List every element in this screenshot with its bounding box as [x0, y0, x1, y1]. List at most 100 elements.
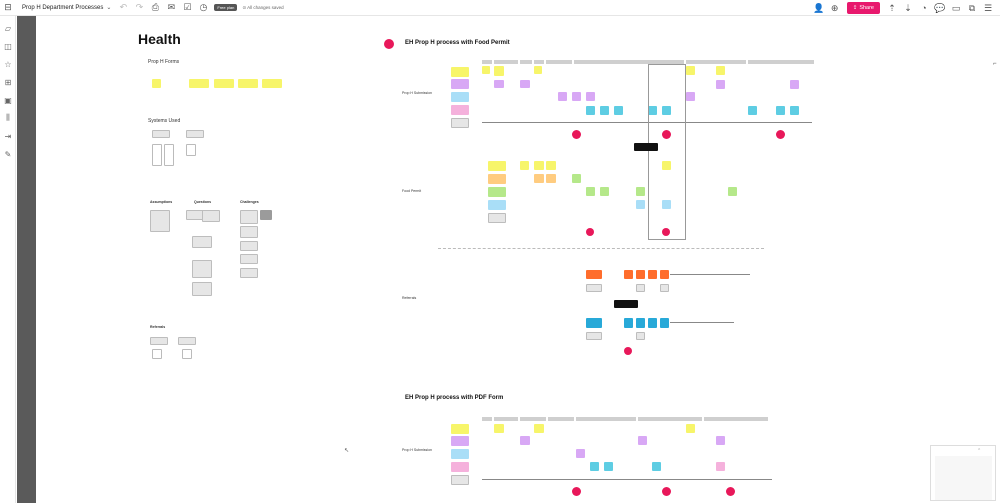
sticky-note[interactable] — [152, 130, 170, 138]
sticky-note[interactable] — [182, 349, 192, 359]
status-dot[interactable] — [572, 130, 581, 139]
sticky-note[interactable] — [716, 66, 725, 75]
lane-label[interactable] — [451, 118, 469, 128]
sticky-note[interactable] — [260, 210, 272, 220]
plan-badge[interactable]: Free plan — [214, 4, 238, 11]
lane-label[interactable] — [451, 105, 469, 115]
note-callout[interactable] — [614, 300, 638, 308]
note-callout[interactable] — [634, 143, 658, 151]
sticky-note[interactable] — [586, 270, 602, 279]
sticky-note[interactable] — [178, 337, 196, 345]
sticky-note[interactable] — [636, 270, 645, 279]
undo-icon[interactable]: ↶ — [119, 2, 128, 12]
comment-icon[interactable]: 💬 — [934, 2, 946, 13]
board-canvas[interactable]: Health Prop H Forms Systems Used Assumpt… — [36, 16, 1000, 503]
redo-icon[interactable]: ↷ — [135, 2, 144, 12]
sidebar-toggle-icon[interactable]: ⊟ — [4, 2, 12, 12]
sticky-note[interactable] — [520, 80, 530, 88]
upload-icon[interactable]: ⇡ — [888, 2, 896, 13]
sticky-note[interactable] — [636, 332, 645, 340]
sticky-note[interactable] — [572, 92, 581, 101]
timer-icon[interactable]: ◔ — [921, 3, 927, 13]
sticky-note[interactable] — [648, 106, 657, 115]
sticky-note[interactable] — [604, 462, 613, 471]
embed-icon[interactable]: ⇥ — [4, 131, 12, 141]
chevron-down-icon[interactable]: ⌄ — [106, 5, 112, 11]
sticky-note[interactable] — [716, 462, 725, 471]
shapes-icon[interactable]: ◫ — [4, 41, 12, 51]
sticky-note[interactable] — [716, 80, 725, 89]
sticky-note[interactable] — [482, 66, 490, 74]
share-button[interactable]: ⇪ Share — [846, 2, 880, 14]
sticky-note[interactable] — [636, 187, 645, 196]
sticky-note[interactable] — [576, 449, 585, 458]
sticky-note[interactable] — [238, 79, 258, 88]
status-dot[interactable] — [776, 130, 785, 139]
sticky-note[interactable] — [728, 187, 737, 196]
pen-icon[interactable]: ✎ — [4, 149, 12, 159]
sticky-note[interactable] — [636, 318, 645, 328]
sticky-note[interactable] — [152, 79, 161, 88]
sticky-note[interactable] — [494, 80, 504, 88]
minimap[interactable]: ⌃ — [930, 445, 996, 501]
sticky-note[interactable] — [534, 174, 544, 183]
lane-label[interactable] — [451, 436, 469, 446]
sticky-note[interactable] — [558, 92, 567, 101]
sticky-note[interactable] — [648, 270, 657, 279]
sticky-note[interactable] — [546, 174, 556, 183]
status-dot[interactable] — [572, 487, 581, 496]
sticky-note[interactable] — [262, 79, 282, 88]
sticky-note[interactable] — [624, 318, 633, 328]
sticky-note[interactable] — [586, 332, 602, 340]
sticky-note[interactable] — [648, 318, 657, 328]
lane-label[interactable] — [451, 462, 469, 472]
layers-icon[interactable]: ⧉ — [968, 2, 976, 13]
sticky-note[interactable] — [636, 284, 645, 292]
sticky-note[interactable] — [586, 92, 595, 101]
lane-label[interactable] — [488, 161, 506, 171]
sticky-note[interactable] — [240, 210, 258, 224]
minimap-collapse-icon[interactable]: ⌃ — [977, 448, 982, 454]
lane-label[interactable] — [488, 200, 506, 210]
sticky-note[interactable] — [520, 436, 530, 445]
lane-label[interactable] — [451, 424, 469, 434]
lane-label[interactable] — [451, 449, 469, 459]
minimap-viewport[interactable] — [935, 456, 992, 500]
sticky-note[interactable] — [164, 144, 174, 166]
mail-icon[interactable]: ✉ — [167, 2, 176, 12]
sticky-note[interactable] — [189, 79, 209, 88]
sticky-note[interactable] — [662, 200, 671, 209]
lane-label[interactable] — [451, 79, 469, 89]
sticky-note[interactable] — [614, 106, 623, 115]
sticky-note[interactable] — [546, 161, 556, 170]
sticky-note[interactable] — [652, 462, 661, 471]
sticky-note[interactable] — [586, 284, 602, 292]
sticky-note[interactable] — [662, 161, 671, 170]
add-user-icon[interactable]: ⊕ — [830, 2, 839, 13]
sticky-note[interactable] — [152, 144, 162, 166]
sticky-note[interactable] — [534, 424, 544, 433]
frame-icon[interactable]: ⊞ — [4, 77, 12, 87]
status-dot[interactable] — [586, 228, 594, 236]
sticky-note[interactable] — [240, 268, 258, 278]
image-icon[interactable]: ▣ — [4, 95, 12, 105]
sticky-note[interactable] — [716, 436, 725, 445]
status-dot[interactable] — [662, 228, 670, 236]
sticky-note[interactable] — [534, 66, 542, 74]
sticky-note[interactable] — [636, 200, 645, 209]
present-icon[interactable]: ▭ — [951, 2, 961, 13]
star-icon[interactable]: ☆ — [4, 59, 12, 69]
sticky-note[interactable] — [776, 106, 785, 115]
sticky-note[interactable] — [638, 436, 647, 445]
sticky-note[interactable] — [494, 66, 504, 76]
sticky-note[interactable] — [790, 80, 799, 89]
download-icon[interactable]: ⇣ — [904, 2, 912, 13]
sticky-note[interactable] — [494, 424, 504, 433]
sticky-note[interactable] — [586, 106, 595, 115]
sticky-note[interactable] — [152, 349, 162, 359]
sticky-note[interactable] — [660, 270, 669, 279]
sticky-note[interactable] — [572, 174, 581, 183]
sticky-note[interactable] — [790, 106, 799, 115]
sticky-note[interactable] — [534, 161, 544, 170]
sticky-note[interactable] — [186, 130, 204, 138]
